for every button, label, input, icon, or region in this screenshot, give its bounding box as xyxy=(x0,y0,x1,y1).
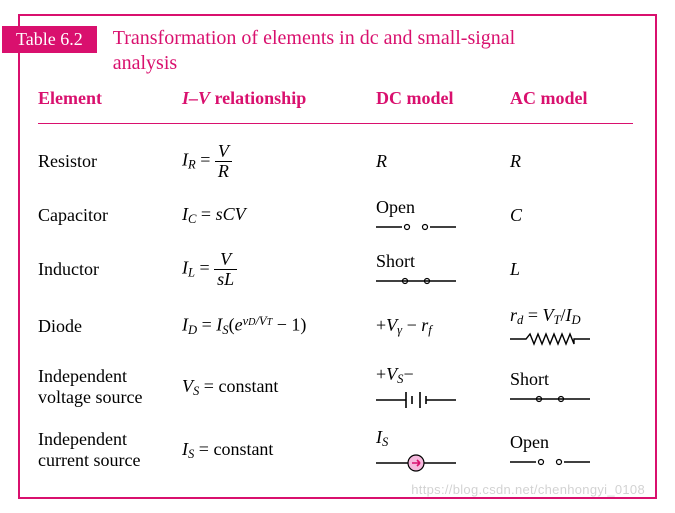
ac-capacitor: C xyxy=(510,189,637,242)
row-vsource: Independentvoltage source VS = constant … xyxy=(38,356,637,419)
el-inductor: Inductor xyxy=(38,242,182,297)
iv-capacitor: IC = sCV xyxy=(182,189,376,242)
ac-vsource: Short xyxy=(510,356,637,419)
battery-icon xyxy=(376,389,456,411)
el-capacitor: Capacitor xyxy=(38,189,182,242)
ac-inductor: L xyxy=(510,242,637,297)
ac-diode: rd = VT/ID xyxy=(510,297,637,356)
ac-resistor: R xyxy=(510,134,637,189)
title-line-2: analysis xyxy=(113,52,177,74)
col-ac-model: AC model xyxy=(510,84,637,115)
col-iv-prefix: I–V xyxy=(182,88,210,108)
col-element: Element xyxy=(38,84,182,115)
iv-inductor: IL = VsL xyxy=(182,242,376,297)
col-iv-suffix: relationship xyxy=(210,88,306,108)
open-circuit-icon xyxy=(376,220,456,234)
col-iv: I–V relationship xyxy=(182,84,376,115)
row-resistor: Resistor IR = VR R R xyxy=(38,134,637,189)
open-circuit-icon xyxy=(510,455,590,469)
dc-isource: IS xyxy=(376,419,510,482)
header-rule xyxy=(38,123,633,124)
dc-inductor: Short xyxy=(376,242,510,297)
row-inductor: Inductor IL = VsL Short L xyxy=(38,242,637,297)
row-capacitor: Capacitor IC = sCV Open C xyxy=(38,189,637,242)
header-row: Element I–V relationship DC model AC mod… xyxy=(38,84,637,115)
short-circuit-icon xyxy=(510,392,590,406)
col-dc-model: DC model xyxy=(376,84,510,115)
title-line-1: Transformation of elements in dc and sma… xyxy=(113,27,516,49)
table-frame: Table 6.2 Transformation of elements in … xyxy=(18,14,657,499)
row-diode: Diode ID = IS(evD/VT − 1) +Vγ − rf rd = … xyxy=(38,297,637,356)
elements-table: Element I–V relationship DC model AC mod… xyxy=(38,84,637,482)
current-source-icon xyxy=(376,452,456,474)
dc-vsource: +VS− xyxy=(376,356,510,419)
dc-resistor: R xyxy=(376,134,510,189)
dc-capacitor: Open xyxy=(376,189,510,242)
iv-vsource: VS = constant xyxy=(182,356,376,419)
title-row: Table 6.2 Transformation of elements in … xyxy=(38,26,637,76)
dc-diode: +Vγ − rf xyxy=(376,297,510,356)
table-number-tab: Table 6.2 xyxy=(2,26,97,53)
ac-isource: Open xyxy=(510,419,637,482)
el-vsource: Independentvoltage source xyxy=(38,356,182,419)
resistor-icon xyxy=(510,330,590,348)
short-circuit-icon xyxy=(376,274,456,288)
iv-resistor: IR = VR xyxy=(182,134,376,189)
iv-diode: ID = IS(evD/VT − 1) xyxy=(182,297,376,356)
el-diode: Diode xyxy=(38,297,182,356)
el-isource: Independentcurrent source xyxy=(38,419,182,482)
row-isource: Independentcurrent source IS = constant … xyxy=(38,419,637,482)
table-title: Transformation of elements in dc and sma… xyxy=(113,26,516,76)
el-resistor: Resistor xyxy=(38,134,182,189)
iv-isource: IS = constant xyxy=(182,419,376,482)
